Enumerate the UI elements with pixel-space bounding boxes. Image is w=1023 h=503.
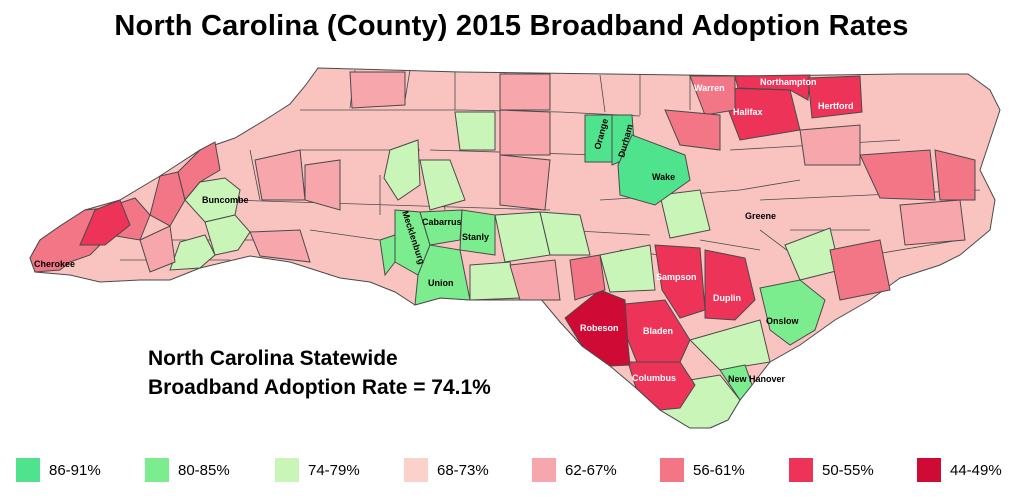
legend-label: 86-91% [49, 461, 101, 479]
label-stanly: Stanly [462, 232, 489, 242]
county-62-8 [899, 199, 966, 246]
statewide-line-1: North Carolina Statewide [148, 347, 398, 370]
county-central-2 [419, 159, 466, 211]
county-new-hanover [719, 364, 753, 401]
legend-label: 80-85% [178, 461, 230, 479]
label-hertford: Hertford [818, 101, 854, 111]
legend-item: 74-79% [275, 458, 360, 482]
legend-label: 56-61% [693, 461, 745, 479]
county-62-6 [304, 159, 341, 211]
label-new-hanover: New Hanover [728, 374, 786, 384]
legend-item: 68-73% [404, 458, 489, 482]
county-columbus [627, 361, 696, 411]
county-onslow [759, 279, 826, 346]
county-nash-area [664, 109, 721, 151]
county-62-1 [349, 71, 406, 109]
legend-item: 62-67% [532, 458, 617, 482]
county-62-10 [509, 259, 561, 301]
county-pender [689, 319, 771, 371]
legend-swatch [145, 458, 169, 482]
label-cabarrus: Cabarrus [422, 217, 462, 227]
legend-swatch [532, 458, 556, 482]
county-east-56-3 [569, 254, 606, 301]
statewide-rate-annotation: North Carolina Statewide Broadband Adopt… [148, 344, 491, 402]
county-brunswick [659, 374, 741, 429]
county-62-2 [499, 73, 551, 111]
legend-label: 44-49% [950, 461, 1002, 479]
map-title: North Carolina (County) 2015 Broadband A… [114, 10, 909, 42]
county-62-11 [139, 225, 176, 273]
legend-swatch [404, 458, 428, 482]
label-union: Union [428, 278, 454, 288]
county-union [414, 244, 471, 306]
label-greene: Greene [745, 211, 776, 221]
county-wake [617, 134, 691, 206]
legend-label: 62-67% [565, 461, 617, 479]
legend-label: 74-79% [308, 461, 360, 479]
county-east-56-1 [859, 149, 936, 201]
county-central-5 [539, 211, 591, 256]
county-labels: Orange Durham Wake Warren Northampton Ha… [34, 77, 854, 384]
legend-swatch [917, 458, 941, 482]
legend-item: 86-91% [16, 458, 101, 482]
county-robeson [564, 289, 631, 367]
legend-swatch [789, 458, 813, 482]
county-northampton [734, 74, 811, 101]
legend: 86-91% 80-85% 74-79% 68-73% 62-67% 56-61… [0, 458, 1023, 498]
county-hertford [807, 75, 863, 119]
county-duplin [704, 249, 756, 321]
label-warren: Warren [694, 83, 725, 93]
legend-item: 80-85% [145, 458, 230, 482]
legend-item: 44-49% [917, 458, 1002, 482]
legend-swatch [16, 458, 40, 482]
legend-label: 50-55% [822, 461, 874, 479]
county-warren [689, 75, 736, 116]
county-east-56-2 [829, 239, 891, 301]
county-fills [29, 71, 976, 429]
county-62-7 [249, 229, 311, 263]
label-sampson: Sampson [656, 272, 697, 282]
county-east-green-1 [659, 189, 711, 239]
county-east-56-4 [934, 149, 976, 201]
county-gaston-area [379, 234, 396, 277]
county-cleveland-area [79, 199, 131, 246]
label-robeson: Robeson [580, 323, 619, 333]
county-henderson [204, 214, 251, 256]
county-stanly [459, 209, 496, 256]
county-polk-area [169, 234, 216, 271]
label-wake: Wake [652, 172, 675, 182]
county-central-1 [383, 139, 421, 201]
label-duplin: Duplin [713, 293, 741, 303]
label-cherokee: Cherokee [34, 259, 75, 269]
county-sampson [654, 244, 706, 319]
label-bladen: Bladen [643, 326, 673, 336]
label-onslow: Onslow [766, 316, 800, 326]
legend-item: 56-61% [660, 458, 745, 482]
county-east-green-2 [599, 244, 656, 293]
legend-item: 50-55% [789, 458, 874, 482]
legend-swatch [275, 458, 299, 482]
label-northampton: Northampton [760, 77, 817, 87]
county-62-3 [499, 109, 551, 156]
county-central-3 [454, 111, 496, 151]
county-62-9 [799, 124, 861, 166]
legend-swatch [660, 458, 684, 482]
label-halifax: Halifax [733, 107, 763, 117]
label-columbus: Columbus [632, 373, 676, 383]
legend-label: 68-73% [437, 461, 489, 479]
statewide-line-2: Broadband Adoption Rate = 74.1% [148, 376, 491, 399]
label-buncombe: Buncombe [202, 195, 249, 205]
county-62-4 [499, 154, 551, 211]
